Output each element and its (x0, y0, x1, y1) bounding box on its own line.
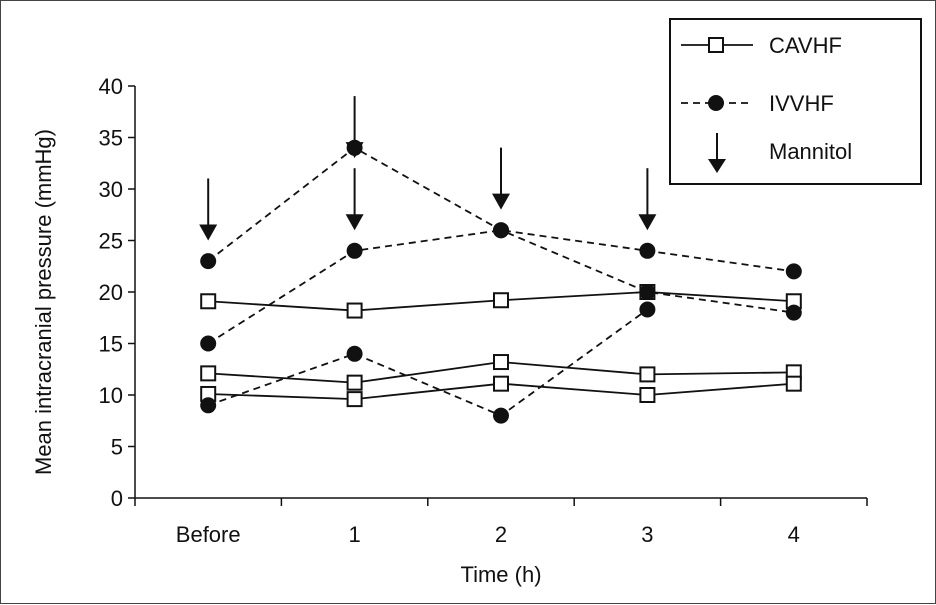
data-point-ivvhf (346, 242, 363, 259)
mannitol-arrow-icon (345, 96, 364, 159)
y-tick-label: 35 (99, 126, 123, 151)
legend: CAVHF IVVHF Mannitol (669, 18, 922, 185)
data-point-cavhf (493, 354, 509, 371)
data-point-ivvhf (785, 263, 802, 280)
data-point-ivvhf (639, 301, 656, 318)
data-point-cavhf (346, 302, 363, 319)
legend-square-icon (708, 37, 724, 53)
data-point-cavhf (200, 293, 217, 310)
x-tick-label: Before (176, 522, 241, 547)
x-tick-label: 2 (495, 522, 507, 547)
y-tick-label: 0 (111, 486, 123, 511)
data-point-cavhf (346, 374, 363, 391)
series-line-ivvhf (207, 229, 794, 345)
data-point-cavhf (493, 375, 509, 392)
data-point-ivvhf (200, 335, 217, 352)
x-tick-label: 1 (348, 522, 360, 547)
data-point-ivvhf (493, 407, 509, 424)
data-point-ivvhf (200, 253, 217, 270)
y-tick-label: 30 (99, 177, 123, 202)
legend-circle-icon (708, 95, 724, 111)
arrow-head (492, 193, 510, 210)
y-tick-label: 25 (99, 229, 123, 254)
mannitol-arrow-icon (492, 147, 510, 210)
mannitol-arrow-icon (199, 178, 218, 241)
x-tick-label: 3 (641, 522, 653, 547)
legend-label-ivvhf: IVVHF (769, 91, 834, 116)
data-point-ivvhf (346, 345, 363, 362)
data-point-cavhf (639, 387, 656, 403)
y-tick-label: 10 (99, 383, 123, 408)
data-point-ivvhf (493, 222, 509, 239)
data-point-cavhf (639, 366, 656, 383)
legend-label-cavhf: CAVHF (769, 33, 842, 58)
y-tick-label: 5 (111, 435, 123, 460)
data-point-ivvhf (200, 397, 217, 414)
x-tick-label: 4 (788, 522, 800, 547)
data-point-cavhf (200, 365, 217, 382)
arrow-head (638, 214, 657, 231)
arrow-head (199, 224, 218, 241)
y-tick-label: 20 (99, 280, 123, 305)
data-point-ivvhf (639, 242, 656, 259)
data-point-cavhf (493, 292, 509, 309)
legend-arrow-icon (708, 159, 726, 173)
mannitol-arrow-icon (345, 168, 364, 231)
data-point-cavhf (785, 375, 802, 392)
y-tick-label: 15 (99, 332, 123, 357)
data-point-ivvhf (785, 304, 802, 321)
y-axis-label: Mean intracranial pressure (mmHg) (31, 129, 56, 475)
legend-label-mannitol: Mannitol (769, 139, 852, 164)
data-point-cavhf (346, 391, 363, 408)
data-point-ivvhf (639, 284, 656, 300)
arrow-head (345, 214, 364, 231)
mannitol-arrow-icon (638, 168, 657, 231)
series-line-ivvhf (207, 308, 648, 417)
arrow-head (345, 142, 364, 159)
y-tick-label: 40 (99, 74, 123, 99)
x-axis-label: Time (h) (460, 562, 541, 587)
